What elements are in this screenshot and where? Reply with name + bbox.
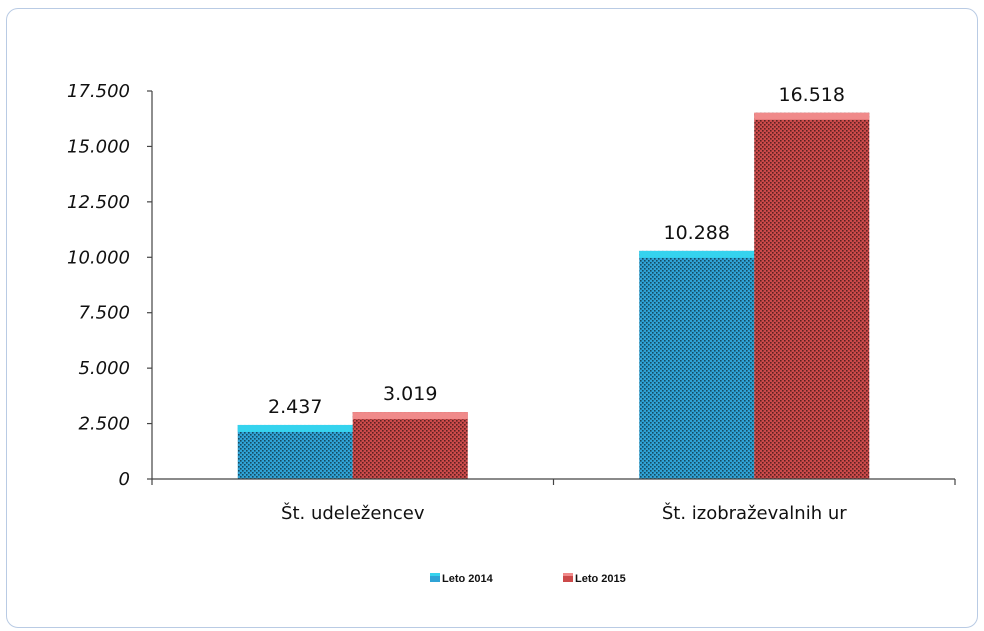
y-tick-label: 15.000 [67,136,130,157]
y-tick-label: 7.500 [78,303,130,324]
legend: Leto 2014 Leto 2015 [430,573,626,585]
bars: 2.437 3.019 10.288 16.518 [237,84,870,480]
bar-value-label: 16.518 [779,84,845,106]
x-category-label: Št. udeležencev [281,502,425,524]
bar-texture [352,412,468,479]
bar-texture [237,424,353,479]
y-tick-label: 2.500 [78,414,130,435]
legend-swatch [430,573,440,582]
bar-texture [639,250,755,479]
y-axis: 0 2.500 5.000 7.500 10.000 12.500 15.000 17.500 [67,81,153,490]
legend-label: Leto 2015 [575,573,626,585]
x-axis: Št. udeležencev Št. izobraževalnih ur [151,478,956,524]
bar-top-highlight [639,250,755,258]
bar-value-label: 3.019 [383,383,437,405]
bar-value-label: 2.437 [268,396,322,418]
y-tick-label: 12.500 [67,192,130,213]
bar-value-label: 10.288 [664,222,730,244]
y-tick-label: 10.000 [67,247,130,268]
bar-top-highlight [237,424,353,432]
y-tick-label: 0 [119,469,130,490]
legend-swatch-highlight [430,573,440,576]
bar-top-highlight [352,412,468,420]
legend-swatch-highlight [563,573,573,576]
legend-swatch [563,573,573,582]
y-tick-label: 5.000 [78,358,130,379]
y-tick-label: 17.500 [67,81,130,102]
bar-texture [754,112,870,480]
x-category-label: Št. izobraževalnih ur [662,502,847,524]
bar-top-highlight [754,112,870,120]
legend-label: Leto 2014 [442,573,494,585]
